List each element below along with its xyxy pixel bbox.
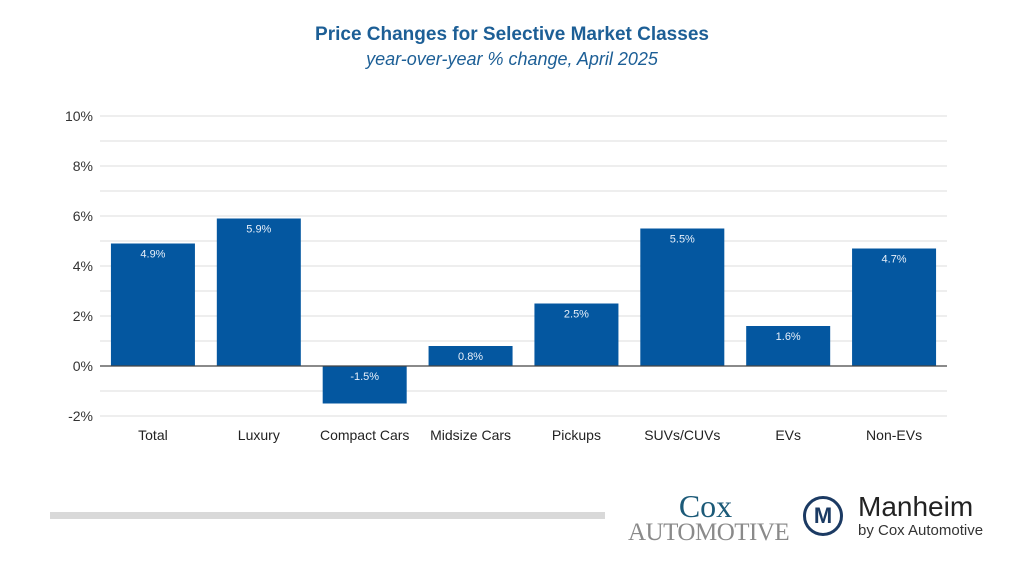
chart-title: Price Changes for Selective Market Class…: [315, 24, 709, 45]
y-tick-label: 10%: [65, 108, 93, 124]
x-tick-label: Pickups: [552, 427, 601, 443]
data-label: 5.5%: [670, 234, 695, 246]
manheim-subtitle: by Cox Automotive: [858, 522, 984, 539]
bar-pickups: [534, 303, 619, 366]
data-label: 4.7%: [882, 254, 907, 266]
data-label: 0.8%: [458, 351, 483, 363]
manheim-name: Manheim: [858, 491, 974, 522]
manheim-logo-icon: M: [803, 496, 843, 536]
data-label: -1.5%: [350, 371, 379, 383]
y-tick-label: 4%: [73, 258, 93, 274]
x-tick-label: Non-EVs: [866, 427, 922, 443]
decorative-divider-bar: [50, 512, 605, 519]
y-tick-label: 0%: [73, 358, 93, 374]
x-tick-label: Luxury: [238, 427, 280, 443]
cox-logo-bottom: AUTOMOTIVE: [628, 519, 790, 546]
chart-subtitle: year-over-year % change, April 2025: [366, 49, 658, 69]
y-tick-label: -2%: [68, 408, 93, 424]
bar-midsize-cars: [428, 346, 513, 366]
bar-non-evs: [852, 248, 937, 366]
cox-logo-top: Cox: [678, 488, 733, 524]
x-tick-label: Midsize Cars: [430, 427, 511, 443]
data-label: 2.5%: [564, 309, 589, 321]
x-tick-label: SUVs/CUVs: [644, 427, 720, 443]
y-tick-label: 6%: [73, 208, 93, 224]
bar-total: [110, 243, 195, 366]
y-tick-label: 2%: [73, 308, 93, 324]
cox-automotive-logo: Cox AUTOMOTIVE: [628, 488, 790, 546]
bar-suvs-cuvs: [640, 228, 725, 366]
data-label: 1.6%: [776, 331, 801, 343]
x-tick-label: EVs: [775, 427, 801, 443]
bar-luxury: [216, 218, 301, 366]
data-label: 5.9%: [246, 224, 271, 236]
y-tick-label: 8%: [73, 158, 93, 174]
x-tick-label: Compact Cars: [320, 427, 409, 443]
data-label: 4.9%: [140, 249, 165, 261]
manheim-logo-text: Manheim by Cox Automotive: [858, 491, 984, 540]
bar-evs: [746, 326, 831, 366]
bar-compact-cars: [322, 366, 407, 404]
x-tick-label: Total: [138, 427, 168, 443]
